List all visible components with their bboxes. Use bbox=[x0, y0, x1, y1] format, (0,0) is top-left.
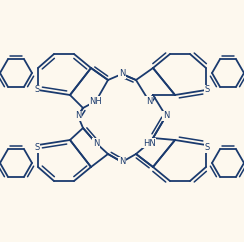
Text: HN: HN bbox=[143, 138, 155, 148]
Text: N: N bbox=[163, 112, 169, 121]
Text: S: S bbox=[204, 144, 210, 152]
Text: N: N bbox=[75, 112, 81, 121]
Text: N: N bbox=[93, 138, 99, 148]
Text: S: S bbox=[204, 85, 210, 94]
Text: NH: NH bbox=[90, 97, 102, 106]
Text: S: S bbox=[34, 85, 40, 94]
Text: N: N bbox=[119, 158, 125, 166]
Text: S: S bbox=[34, 144, 40, 152]
Text: N: N bbox=[119, 69, 125, 78]
Text: N: N bbox=[146, 97, 152, 106]
